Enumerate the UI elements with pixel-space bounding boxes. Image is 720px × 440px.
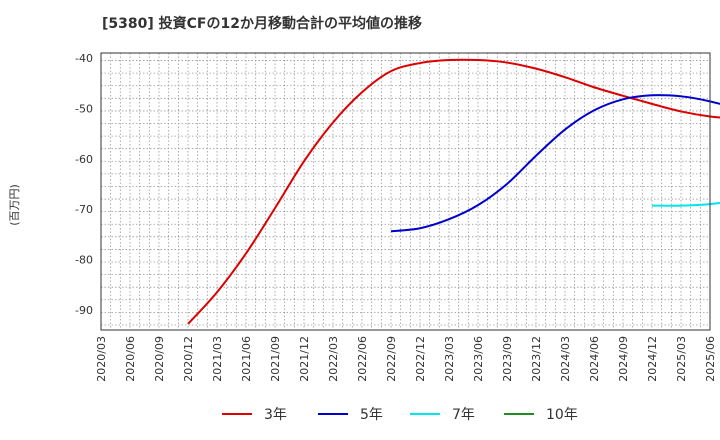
legend-label: 3年 bbox=[264, 407, 287, 423]
y-tick-label: -70 bbox=[75, 203, 93, 216]
x-tick-label: 2023/03 bbox=[443, 336, 456, 382]
grid bbox=[101, 53, 710, 330]
x-tick-label: 2020/06 bbox=[124, 336, 137, 382]
legend-label: 7年 bbox=[452, 407, 475, 423]
x-tick-label: 2020/12 bbox=[182, 336, 195, 382]
y-tick-label: -90 bbox=[75, 304, 93, 317]
x-tick-label: 2022/06 bbox=[356, 336, 369, 382]
x-tick-label: 2020/03 bbox=[95, 336, 108, 382]
series-line-1 bbox=[187, 58, 720, 325]
legend-label: 5年 bbox=[360, 407, 383, 423]
x-tick-label: 2021/12 bbox=[298, 336, 311, 382]
chart-title: [5380] 投資CFの12か月移動合計の平均値の推移 bbox=[102, 15, 422, 32]
x-tick-label: 2024/03 bbox=[559, 336, 572, 382]
x-tick-label: 2022/12 bbox=[414, 336, 427, 382]
x-tick-label: 2021/03 bbox=[211, 336, 224, 382]
legend-label: 10年 bbox=[546, 407, 578, 423]
y-axis-label: (百万円) bbox=[8, 184, 21, 226]
legend: 3年 5年 7年 10年 bbox=[222, 407, 578, 423]
x-axis: 2020/03 2020/06 2020/09 2020/12 2021/03 2021/… bbox=[95, 336, 717, 382]
x-tick-label: 2024/12 bbox=[646, 336, 659, 382]
y-tick-label: -60 bbox=[75, 153, 93, 166]
series-group bbox=[187, 58, 720, 325]
x-tick-label: 2021/06 bbox=[240, 336, 253, 382]
x-tick-label: 2023/09 bbox=[501, 336, 514, 382]
y-tick-label: -80 bbox=[75, 253, 93, 266]
plot-border bbox=[100, 52, 711, 331]
x-tick-label: 2024/06 bbox=[588, 336, 601, 382]
y-tick-label: -50 bbox=[75, 102, 93, 115]
x-tick-label: 2020/09 bbox=[153, 336, 166, 382]
plot-area bbox=[101, 53, 710, 330]
x-tick-label: 2024/09 bbox=[617, 336, 630, 382]
x-tick-label: 2022/09 bbox=[385, 336, 398, 382]
x-tick-label: 2025/06 bbox=[704, 336, 717, 382]
series-line-2 bbox=[390, 94, 720, 233]
x-tick-label: 2022/03 bbox=[327, 336, 340, 382]
x-tick-label: 2025/03 bbox=[675, 336, 688, 382]
y-axis: -40 -50 -60 -70 -80 -90 bbox=[75, 52, 93, 317]
x-tick-label: 2023/12 bbox=[530, 336, 543, 382]
x-tick-label: 2023/06 bbox=[472, 336, 485, 382]
y-tick-label: -40 bbox=[75, 52, 93, 65]
series-line-3 bbox=[651, 202, 720, 207]
x-tick-label: 2021/09 bbox=[269, 336, 282, 382]
